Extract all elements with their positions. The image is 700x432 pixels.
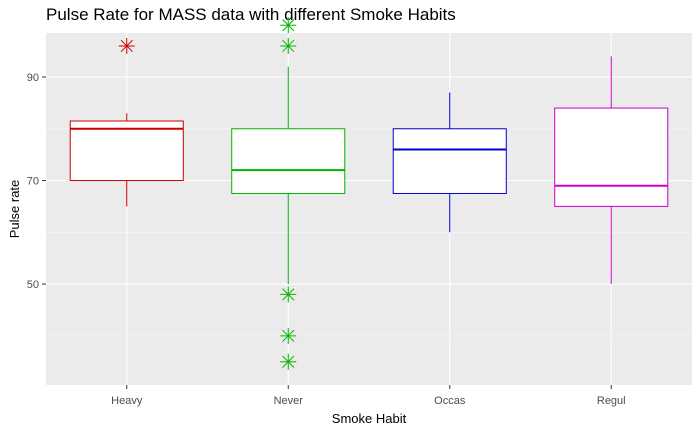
chart-title: Pulse Rate for MASS data with different …: [46, 5, 456, 24]
outlier-point: [280, 286, 297, 303]
outlier-stroke: [282, 355, 295, 368]
box-body: [392, 128, 507, 194]
outlier-stroke: [282, 19, 295, 32]
outlier-stroke: [282, 329, 295, 342]
box-body: [69, 120, 184, 182]
axes: 50 70 90 Heavy Never Occas Regul: [27, 72, 626, 407]
plot-panel: [46, 33, 692, 385]
x-tick-label: Heavy: [111, 395, 143, 407]
outlier-stroke: [282, 39, 295, 53]
x-axis-title: Smoke Habit: [332, 411, 407, 426]
outlier-point: [280, 327, 297, 344]
outlier-point: [280, 353, 297, 370]
box-occas: [392, 92, 507, 233]
outlier-stroke: [282, 288, 295, 301]
outlier-point: [118, 37, 135, 54]
x-tick-label: Regul: [597, 395, 626, 407]
x-tick-label: Occas: [434, 395, 466, 407]
box-regul: [554, 56, 669, 285]
box-heavy: [69, 37, 184, 207]
y-axis-title: Pulse rate: [7, 180, 22, 239]
box-body: [231, 128, 346, 194]
outlier-point: [280, 17, 297, 34]
x-tick-label: Never: [274, 395, 304, 407]
box-never: [231, 17, 346, 370]
y-tick-label: 50: [27, 279, 39, 291]
outlier-stroke: [120, 39, 133, 53]
box-body: [554, 107, 669, 207]
y-tick-label: 90: [27, 72, 39, 84]
box-series: [69, 17, 669, 370]
outlier-point: [280, 37, 297, 54]
y-tick-label: 70: [27, 176, 39, 188]
